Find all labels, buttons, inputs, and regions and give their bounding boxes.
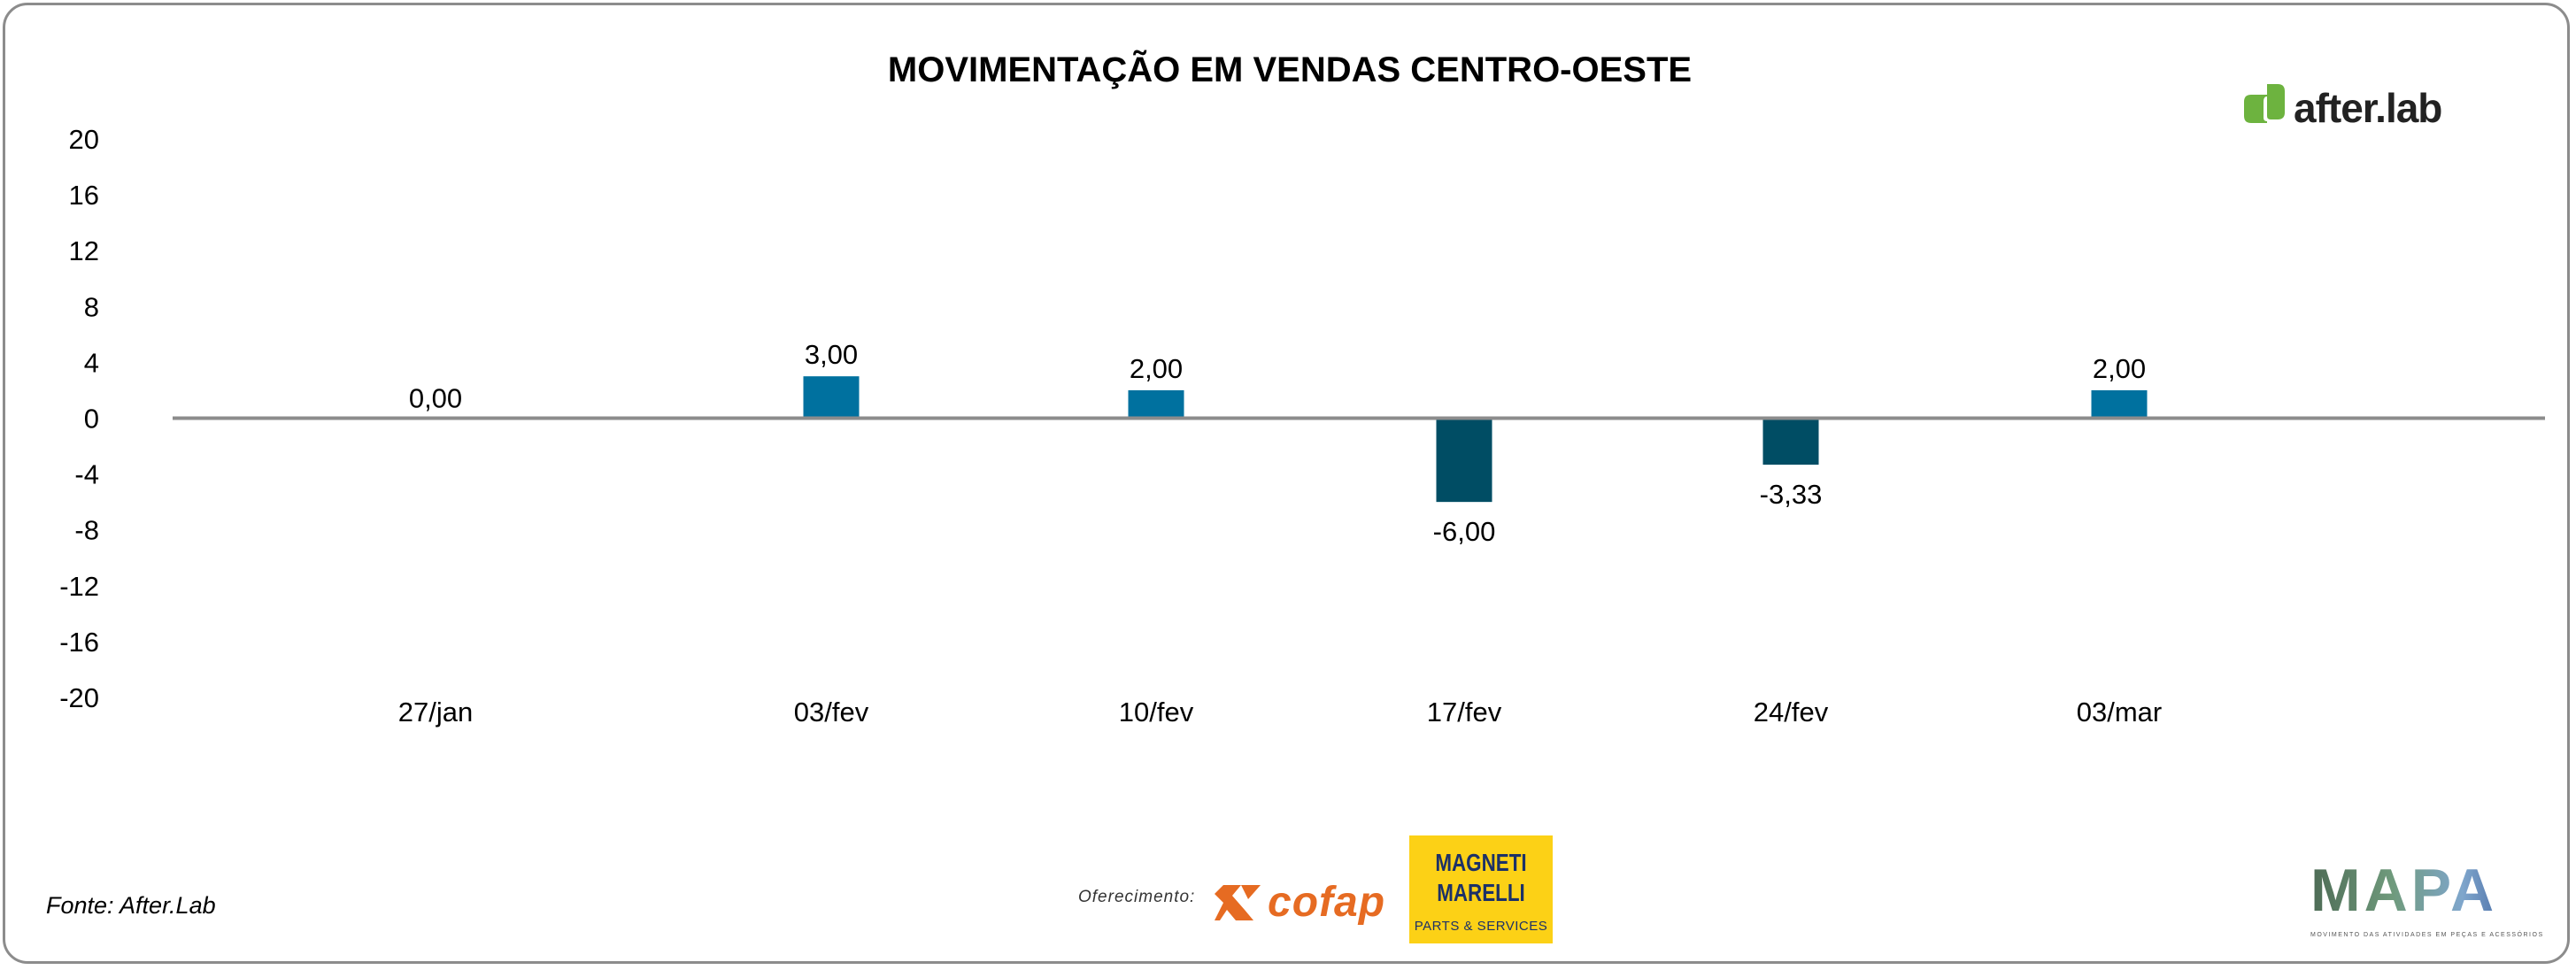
y-tick-label: -8 — [74, 515, 99, 546]
bar — [2091, 389, 2148, 419]
chart-frame — [3, 3, 2570, 964]
y-tick-label: 0 — [84, 404, 99, 435]
y-tick-label: -4 — [74, 459, 99, 490]
mapa-logo-subtext: MOVIMENTO DAS ATIVIDADES EM PEÇAS E ACES… — [2310, 932, 2544, 938]
chart-title: MOVIMENTAÇÃO EM VENDAS CENTRO-OESTE — [888, 49, 1692, 89]
y-tick-label: 20 — [69, 124, 99, 155]
magneti-marelli-logo-subtext: PARTS & SERVICES — [1414, 919, 1548, 934]
source-note: Fonte: After.Lab — [46, 892, 216, 919]
bars — [803, 376, 2148, 503]
x-tick-label: 03/mar — [2077, 697, 2162, 728]
data-label: 3,00 — [805, 339, 858, 370]
bar — [1762, 418, 1819, 466]
data-label: 2,00 — [2093, 353, 2146, 384]
afterlab-logo: after.lab — [2244, 84, 2442, 132]
afterlab-logo-icon — [2244, 84, 2285, 123]
x-axis: 27/jan 03/fev 10/fev 17/fev 24/fev 03/mar — [398, 697, 2162, 728]
y-tick-label: 12 — [69, 235, 99, 266]
data-label: -6,00 — [1433, 516, 1496, 547]
x-tick-label: 27/jan — [398, 697, 473, 728]
bar — [1436, 418, 1492, 503]
y-tick-label: -12 — [59, 571, 99, 602]
y-tick-label: 4 — [84, 347, 99, 378]
cofap-logo: cofap — [1215, 878, 1385, 927]
data-label: -3,33 — [1760, 479, 1823, 510]
magneti-marelli-logo-text: MAGNETI MARELLI — [1435, 849, 1527, 906]
y-tick-label: 16 — [69, 180, 99, 211]
x-tick-label: 17/fev — [1427, 697, 1502, 728]
cofap-logo-text: cofap — [1268, 879, 1386, 926]
y-tick-label: -20 — [59, 682, 99, 713]
y-tick-label: -16 — [59, 627, 99, 658]
x-tick-label: 03/fev — [794, 697, 869, 728]
y-tick-label: 8 — [84, 291, 99, 322]
x-tick-label: 10/fev — [1119, 697, 1194, 728]
data-label: 0,00 — [409, 383, 462, 414]
magneti-marelli-logo: MAGNETI MARELLI PARTS & SERVICES — [1409, 835, 1553, 943]
y-axis: 20 16 12 8 4 0 -4 -8 -12 -16 -20 — [59, 124, 99, 713]
data-label: 2,00 — [1130, 353, 1183, 384]
x-tick-label: 24/fev — [1754, 697, 1829, 728]
afterlab-logo-text: after.lab — [2294, 85, 2442, 131]
data-labels: 0,00 3,00 2,00 -6,00 -3,33 2,00 — [409, 339, 2146, 547]
cofap-logo-icon — [1215, 884, 1261, 920]
bar — [803, 376, 860, 419]
mapa-logo: MAPA MOVIMENTO DAS ATIVIDADES EM PEÇAS E… — [2310, 855, 2544, 940]
offered-by-label: Oferecimento: — [1078, 888, 1196, 906]
bar — [1128, 389, 1184, 419]
mapa-logo-text: MAPA — [2310, 855, 2544, 926]
